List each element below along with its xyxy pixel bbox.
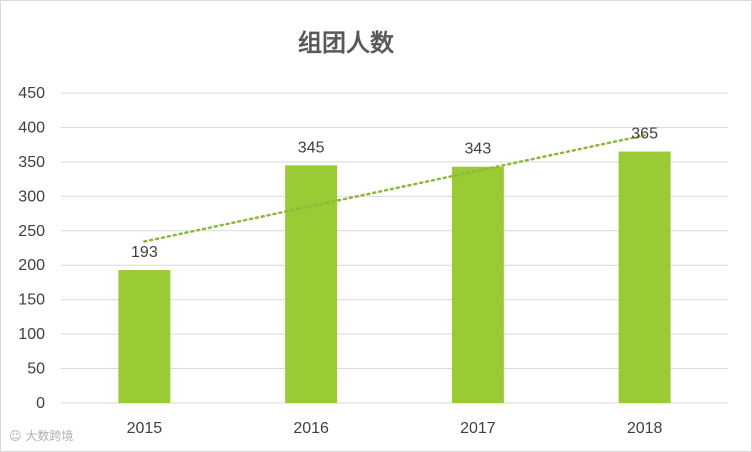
y-tick-label: 250 [18, 223, 45, 240]
y-tick-label: 0 [36, 395, 45, 412]
bar [285, 165, 338, 403]
y-tick-label: 50 [27, 361, 45, 378]
watermark-icon: ☺ [9, 429, 22, 443]
chart-title: 组团人数 [298, 29, 394, 57]
x-tick-label: 2017 [460, 420, 496, 437]
x-tick-label: 2015 [127, 420, 163, 437]
x-tick-label: 2016 [293, 420, 329, 437]
y-tick-label: 150 [18, 292, 45, 309]
watermark-text: 大数跨境 [25, 429, 74, 443]
data-label: 365 [631, 126, 658, 143]
data-label: 343 [465, 141, 492, 158]
bar [118, 270, 171, 403]
y-tick-label: 400 [18, 119, 45, 136]
y-tick-label: 200 [18, 257, 45, 274]
data-label: 193 [131, 244, 158, 261]
bar [451, 166, 504, 403]
y-tick-label: 100 [18, 326, 45, 343]
trendline [143, 134, 646, 243]
y-tick-label: 300 [18, 188, 45, 205]
y-tick-label: 450 [18, 85, 45, 102]
watermark-logo: ☺ 大数跨境 [9, 427, 73, 444]
bar [618, 151, 671, 403]
x-tick-label: 2018 [627, 420, 663, 437]
y-tick-label: 350 [18, 154, 45, 171]
data-label: 345 [298, 139, 325, 156]
